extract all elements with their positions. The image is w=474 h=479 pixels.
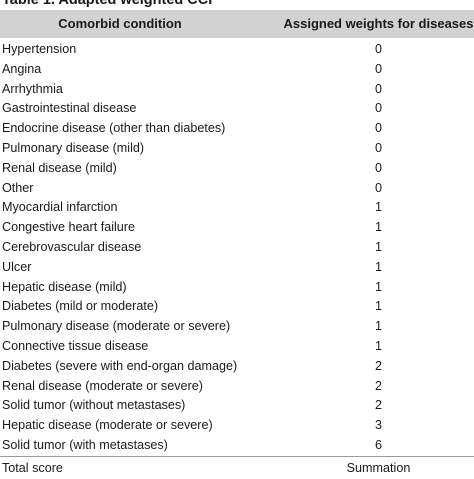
weight-cell: 1: [374, 259, 382, 274]
condition-cell: Ulcer: [2, 259, 32, 274]
table-row: Renal disease (mild) 0: [0, 159, 474, 179]
column-header-condition: Comorbid condition: [58, 16, 182, 31]
table-row: Pulmonary disease (moderate or severe) 1: [0, 317, 474, 337]
condition-cell: Gastrointestinal disease: [2, 101, 137, 116]
table-row: Myocardial infarction 1: [0, 198, 474, 218]
condition-cell: Diabetes (mild or moderate): [2, 299, 159, 314]
table-header: Comorbid condition Assigned weights for …: [0, 10, 474, 38]
weight-cell: 0: [374, 121, 382, 136]
condition-cell: Renal disease (mild): [2, 160, 117, 175]
condition-cell: Solid tumor (without metastases): [2, 398, 186, 413]
condition-cell: Cerebrovascular disease: [2, 239, 142, 254]
column-header-weight: Assigned weights for diseases: [283, 16, 474, 31]
table-row: Diabetes (mild or moderate) 1: [0, 297, 474, 317]
table-row: Hypertension 0: [0, 40, 474, 60]
table-row: Hepatic disease (moderate or severe) 3: [0, 416, 474, 436]
weight-cell: 0: [374, 180, 382, 195]
condition-cell: Hepatic disease (mild): [2, 279, 127, 294]
table-row: Cerebrovascular disease 1: [0, 238, 474, 258]
condition-cell: Endocrine disease (other than diabetes): [2, 121, 226, 136]
table-row: Renal disease (moderate or severe) 2: [0, 377, 474, 397]
weight-cell: 1: [374, 299, 382, 314]
weight-cell: 0: [374, 101, 382, 116]
condition-cell: Arrhythmia: [2, 81, 63, 96]
table-row: Angina 0: [0, 60, 474, 80]
table-row: Connective tissue disease 1: [0, 337, 474, 357]
table-row: Pulmonary disease (mild) 0: [0, 139, 474, 159]
weight-cell: 0: [374, 140, 382, 155]
condition-cell: Other: [2, 180, 34, 195]
table-row: Diabetes (severe with end-organ damage) 2: [0, 357, 474, 377]
table-row: Solid tumor (with metastases) 6: [0, 436, 474, 456]
condition-cell: Pulmonary disease (moderate or severe): [2, 319, 231, 334]
weight-cell: 1: [374, 220, 382, 235]
weight-cell: 0: [374, 42, 382, 56]
weight-cell: 0: [374, 160, 382, 175]
table-row: Other 0: [0, 179, 474, 199]
table-row: Hepatic disease (mild) 1: [0, 278, 474, 298]
table-caption: Table 1. Adapted weighted CCI: [2, 0, 213, 8]
weight-cell: 0: [374, 61, 382, 76]
weight-cell: 3: [374, 418, 382, 433]
total-value: Summation: [346, 460, 411, 475]
total-label: Total score: [2, 460, 63, 475]
table-body: Hypertension 0 Angina 0 Arrhythmia 0 Gastroint…: [0, 40, 474, 479]
weight-cell: 2: [374, 358, 382, 373]
condition-cell: Pulmonary disease (mild): [2, 140, 145, 155]
weight-cell: 2: [374, 398, 382, 413]
table-row: Ulcer 1: [0, 258, 474, 278]
table-row: Endocrine disease (other than diabetes) 0: [0, 119, 474, 139]
weight-cell: 2: [374, 378, 382, 393]
table-row: Solid tumor (without metastases) 2: [0, 396, 474, 416]
table-row: Gastrointestinal disease 0: [0, 99, 474, 119]
total-row: Total score Summation: [0, 455, 474, 479]
condition-cell: Hepatic disease (moderate or severe): [2, 418, 213, 433]
weight-cell: 6: [374, 437, 382, 452]
weight-cell: 1: [374, 279, 382, 294]
weight-cell: 0: [374, 81, 382, 96]
condition-cell: Myocardial infarction: [2, 200, 118, 215]
condition-cell: Angina: [2, 61, 42, 76]
table-row: Congestive heart failure 1: [0, 218, 474, 238]
weight-cell: 1: [374, 239, 382, 254]
condition-cell: Congestive heart failure: [2, 220, 136, 235]
condition-cell: Diabetes (severe with end-organ damage): [2, 358, 238, 373]
table-row: Arrhythmia 0: [0, 80, 474, 100]
condition-cell: Renal disease (moderate or severe): [2, 378, 203, 393]
condition-cell: Solid tumor (with metastases): [2, 437, 168, 452]
weight-cell: 1: [374, 319, 382, 334]
condition-cell: Hypertension: [2, 42, 77, 56]
weight-cell: 1: [374, 338, 382, 353]
weight-cell: 1: [374, 200, 382, 215]
condition-cell: Connective tissue disease: [2, 338, 149, 353]
